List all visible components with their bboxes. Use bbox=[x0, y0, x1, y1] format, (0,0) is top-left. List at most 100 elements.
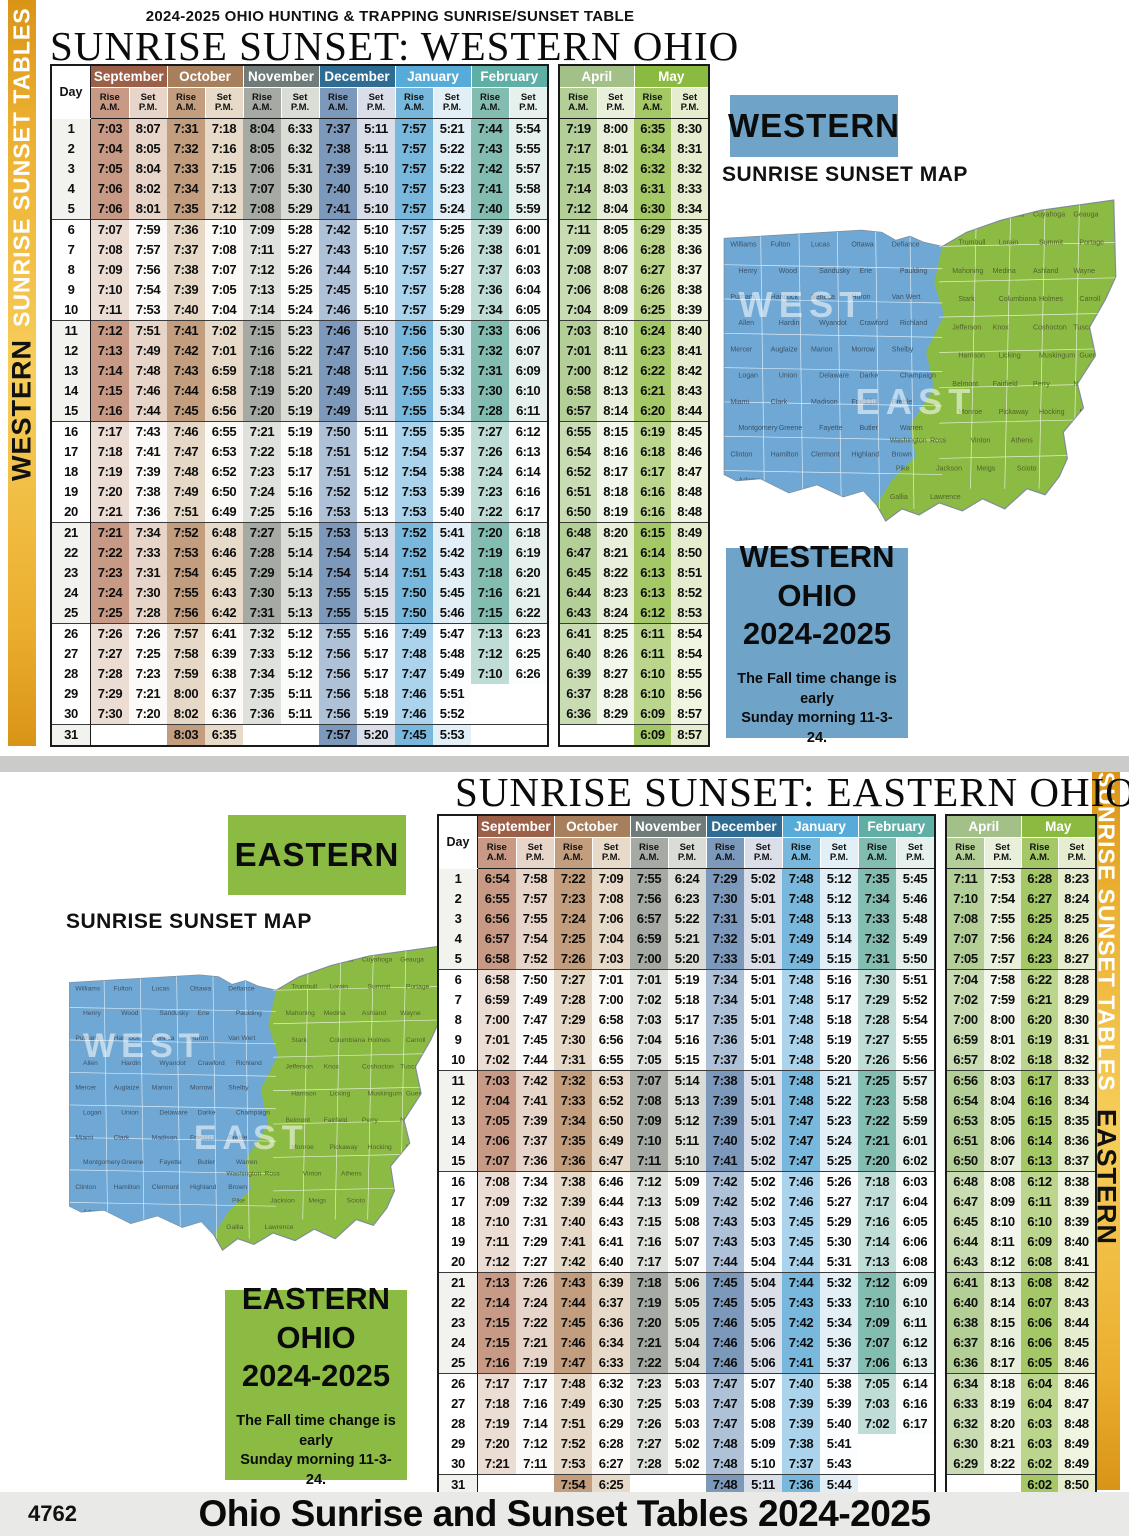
rise-time-cell: 7:18 bbox=[243, 361, 281, 381]
county-label: Greene bbox=[121, 1159, 144, 1166]
set-time-cell: 5:43 bbox=[820, 1454, 858, 1475]
set-time-cell: 7:26 bbox=[129, 623, 167, 644]
table-row: 17 7:09 7:32 7:39 6:44 7:13 5:09 7:42 5:02 7:46 5:… bbox=[438, 1192, 935, 1212]
info-note: Sunday morning 11-3-24. bbox=[240, 1452, 392, 1488]
set-time-cell: 8:10 bbox=[984, 1212, 1021, 1232]
rise-time-cell: 7:43 bbox=[167, 361, 205, 381]
set-subheader: Set P.M. bbox=[819, 837, 859, 869]
set-time-cell: 5:11 bbox=[668, 1131, 706, 1151]
county-label: Washington bbox=[226, 1171, 261, 1178]
county-label: Delaware bbox=[159, 1109, 187, 1116]
rise-time-cell: 7:35 bbox=[243, 684, 281, 704]
table-row: 7:17 8:01 6:34 8:31 bbox=[559, 139, 709, 159]
set-time-cell: 8:44 bbox=[671, 401, 709, 422]
set-time-cell: 5:51 bbox=[433, 684, 471, 704]
set-time-cell bbox=[509, 724, 548, 746]
set-time-cell: 5:01 bbox=[744, 1050, 782, 1071]
county-label: Lake bbox=[952, 211, 967, 218]
rise-time-cell: 6:36 bbox=[946, 1353, 984, 1374]
set-time-cell: 6:33 bbox=[281, 118, 319, 139]
table-row: 6:41 8:13 6:08 8:42 bbox=[946, 1272, 1096, 1293]
ohio-county-map: Williams Fulton Lucas Ottawa Defiance Henry Wo… bbox=[723, 199, 1117, 522]
set-time-cell: 6:39 bbox=[592, 1272, 630, 1293]
set-time-cell: 5:16 bbox=[281, 502, 319, 523]
set-time-cell: 5:11 bbox=[357, 401, 395, 422]
set-time-cell: 5:01 bbox=[744, 969, 782, 990]
set-time-cell: 7:08 bbox=[205, 240, 243, 260]
set-time-cell: 8:57 bbox=[671, 704, 709, 725]
county-label: Adams bbox=[83, 1209, 104, 1216]
rise-time-cell: 8:00 bbox=[167, 684, 205, 704]
county-label: Warren bbox=[236, 1159, 258, 1166]
rise-time-cell: 7:15 bbox=[559, 159, 597, 179]
rise-time-cell: 6:06 bbox=[1021, 1313, 1058, 1333]
set-time-cell: 5:14 bbox=[357, 543, 395, 563]
county-label: Hamilton bbox=[771, 451, 799, 458]
county-label: Auglaize bbox=[771, 346, 798, 353]
rise-time-cell: 7:56 bbox=[319, 664, 357, 684]
table-row: 7:08 8:07 6:27 8:37 bbox=[559, 260, 709, 280]
rise-time-cell: 7:26 bbox=[630, 1414, 668, 1434]
western-map: Williams Fulton Lucas Ottawa Defiance Henry Wo… bbox=[712, 186, 1126, 524]
set-time-cell: 8:43 bbox=[1058, 1293, 1096, 1313]
set-time-cell: 7:01 bbox=[205, 341, 243, 361]
set-time-cell: 7:55 bbox=[516, 909, 554, 929]
set-time-cell: 8:19 bbox=[597, 502, 634, 523]
rise-time-cell: 7:01 bbox=[477, 1030, 516, 1050]
set-time-cell: 8:47 bbox=[1058, 1394, 1096, 1414]
set-time-cell: 5:22 bbox=[433, 139, 471, 159]
set-time-cell: 5:20 bbox=[820, 1050, 858, 1071]
set-time-cell: 8:04 bbox=[129, 159, 167, 179]
rise-time-cell: 7:00 bbox=[630, 949, 668, 970]
rise-time-cell: 7:23 bbox=[90, 563, 129, 583]
rise-time-cell: 7:07 bbox=[477, 1151, 516, 1172]
set-time-cell: 6:04 bbox=[896, 1192, 935, 1212]
set-time-cell: 7:03 bbox=[592, 949, 630, 970]
rise-time-cell: 7:49 bbox=[782, 929, 820, 949]
day-cell: 15 bbox=[438, 1151, 478, 1172]
rise-time-cell: 7:08 bbox=[90, 240, 129, 260]
day-cell: 7 bbox=[438, 990, 478, 1010]
rise-time-cell: 7:53 bbox=[554, 1454, 592, 1475]
set-time-cell: 8:20 bbox=[984, 1414, 1021, 1434]
county-label: Paulding bbox=[900, 268, 928, 275]
rise-time-cell: 6:40 bbox=[559, 644, 597, 664]
set-time-cell: 8:05 bbox=[984, 1111, 1021, 1131]
set-time-cell: 8:46 bbox=[1058, 1353, 1096, 1374]
rise-time-cell: 7:51 bbox=[319, 462, 357, 482]
rise-time-cell: 7:59 bbox=[167, 664, 205, 684]
set-time-cell: 5:39 bbox=[433, 482, 471, 502]
eastern-table-title: SUNRISE SUNSET: EASTERN OHIO bbox=[455, 769, 1129, 815]
set-time-cell bbox=[597, 724, 634, 746]
table-row: 6:51 8:06 6:14 8:36 bbox=[946, 1131, 1096, 1151]
county-label: Meigs bbox=[977, 466, 996, 473]
set-time-cell: 8:07 bbox=[129, 118, 167, 139]
rise-time-cell bbox=[946, 1474, 984, 1496]
set-time-cell: 6:12 bbox=[896, 1333, 935, 1353]
table-row: 7:04 8:09 6:25 8:39 bbox=[559, 300, 709, 321]
rise-time-cell: 8:05 bbox=[243, 139, 281, 159]
rise-time-cell: 6:33 bbox=[946, 1394, 984, 1414]
set-time-cell: 7:19 bbox=[516, 1353, 554, 1374]
rise-time-cell bbox=[471, 684, 509, 704]
set-time-cell: 5:56 bbox=[896, 1050, 935, 1071]
day-cell: 6 bbox=[51, 219, 91, 240]
set-time-cell: 6:07 bbox=[509, 341, 548, 361]
county-label: Van Wert bbox=[892, 294, 921, 301]
county-label: Henry bbox=[738, 268, 757, 275]
rise-time-cell: 7:57 bbox=[167, 623, 205, 644]
rise-time-cell: 7:56 bbox=[319, 644, 357, 664]
rise-time-cell: 7:45 bbox=[706, 1293, 744, 1313]
rise-time-cell: 6:43 bbox=[559, 603, 597, 624]
set-time-cell: 5:19 bbox=[281, 401, 319, 422]
rise-time-cell: 7:33 bbox=[471, 320, 509, 341]
county-label: Columbiana bbox=[999, 296, 1037, 303]
county-label: Brown bbox=[892, 451, 912, 458]
rise-time-cell: 7:00 bbox=[559, 361, 597, 381]
rise-time-cell: 7:21 bbox=[90, 502, 129, 523]
rise-time-cell: 7:43 bbox=[706, 1232, 744, 1252]
set-time-cell: 5:01 bbox=[744, 929, 782, 949]
rise-time-cell: 7:52 bbox=[167, 522, 205, 543]
rise-time-cell bbox=[858, 1454, 896, 1475]
set-time-cell: 5:10 bbox=[357, 320, 395, 341]
